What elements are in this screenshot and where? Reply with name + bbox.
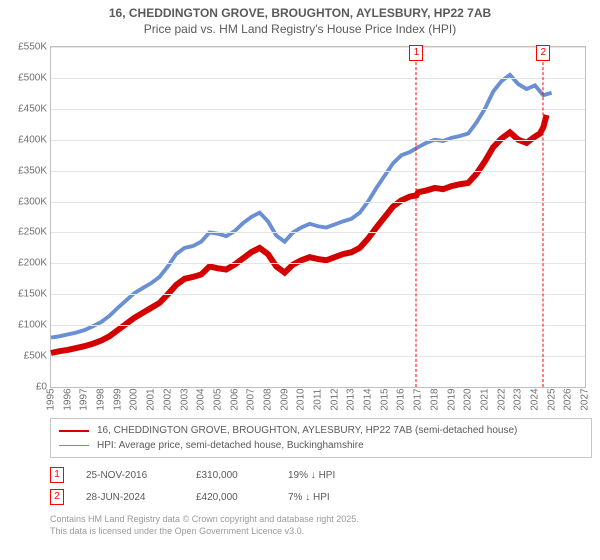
series-hpi — [51, 75, 552, 338]
y-axis-label: £450K — [11, 103, 47, 114]
marker-2: 2 — [536, 45, 550, 61]
x-axis-label: 2002 — [162, 388, 173, 410]
x-axis-label: 2022 — [496, 388, 507, 410]
legend-label: 16, CHEDDINGTON GROVE, BROUGHTON, AYLESB… — [97, 425, 517, 436]
gridline-h — [51, 294, 585, 295]
x-axis-label: 2014 — [363, 388, 374, 410]
x-axis-label: 2025 — [546, 388, 557, 410]
gridline-h — [51, 140, 585, 141]
x-axis-label: 2020 — [463, 388, 474, 410]
plot-area: £0£50K£100K£150K£200K£250K£300K£350K£400… — [50, 46, 586, 388]
attribution: Contains HM Land Registry data © Crown c… — [50, 514, 592, 537]
y-axis-label: £400K — [11, 134, 47, 145]
legend-swatch — [59, 445, 89, 446]
y-axis-label: £0 — [11, 382, 47, 393]
footnote-price: £420,000 — [196, 492, 266, 503]
gridline-h — [51, 325, 585, 326]
legend: 16, CHEDDINGTON GROVE, BROUGHTON, AYLESB… — [50, 418, 592, 458]
footnote-row: 2 28-JUN-2024 £420,000 7% ↓ HPI — [50, 486, 592, 508]
y-axis-label: £550K — [11, 42, 47, 53]
footnote-price: £310,000 — [196, 470, 266, 481]
legend-row: HPI: Average price, semi-detached house,… — [59, 438, 583, 453]
gridline-h — [51, 263, 585, 264]
attribution-line1: Contains HM Land Registry data © Crown c… — [50, 514, 592, 526]
gridline-h — [51, 109, 585, 110]
x-axis-label: 1997 — [79, 388, 90, 410]
x-axis-label: 1995 — [46, 388, 57, 410]
x-axis-label: 2000 — [129, 388, 140, 410]
chart-subtitle: Price paid vs. HM Land Registry's House … — [8, 22, 592, 36]
footnotes: 1 25-NOV-2016 £310,000 19% ↓ HPI 2 28-JUN-202… — [50, 464, 592, 508]
y-axis-label: £50K — [11, 351, 47, 362]
footnote-date: 25-NOV-2016 — [86, 470, 174, 481]
x-axis-label: 2024 — [529, 388, 540, 410]
footnote-delta: 19% ↓ HPI — [288, 470, 335, 481]
chart-title-address: 16, CHEDDINGTON GROVE, BROUGHTON, AYLESB… — [8, 6, 592, 20]
x-axis-label: 2027 — [580, 388, 591, 410]
y-axis-label: £250K — [11, 227, 47, 238]
chart-container: £0 £50K £100K £150K £200K £250K £300K £350K £400… — [8, 42, 592, 412]
x-axis-label: 2019 — [446, 388, 457, 410]
attribution-line2: This data is licensed under the Open Gov… — [50, 526, 592, 538]
x-axis-label: 2018 — [429, 388, 440, 410]
gridline-h — [51, 356, 585, 357]
x-axis-label: 2012 — [329, 388, 340, 410]
x-axis-label: 2007 — [246, 388, 257, 410]
x-axis-label: 2005 — [212, 388, 223, 410]
x-axis-label: 2011 — [313, 389, 324, 411]
x-axis-label: 2023 — [513, 388, 524, 410]
x-axis-label: 2026 — [563, 388, 574, 410]
legend-swatch — [59, 430, 89, 432]
x-axis-label: 2015 — [379, 388, 390, 410]
gridline-h — [51, 202, 585, 203]
series-price_paid — [51, 115, 547, 353]
footnote-date: 28-JUN-2024 — [86, 492, 174, 503]
y-axis-label: £500K — [11, 72, 47, 83]
x-axis-label: 2009 — [279, 388, 290, 410]
x-axis-label: 2013 — [346, 388, 357, 410]
footnote-delta: 7% ↓ HPI — [288, 492, 330, 503]
marker-line — [416, 47, 417, 387]
y-axis-label: £100K — [11, 320, 47, 331]
x-axis-label: 2001 — [146, 388, 157, 410]
footnote-marker: 2 — [50, 489, 64, 505]
x-axis-label: 2021 — [479, 388, 490, 410]
x-axis-label: 2003 — [179, 388, 190, 410]
gridline-h — [51, 47, 585, 48]
x-axis-label: 2017 — [413, 388, 424, 410]
gridline-h — [51, 171, 585, 172]
footnote-marker: 1 — [50, 467, 64, 483]
y-axis-label: £150K — [11, 289, 47, 300]
series-svg — [51, 47, 585, 387]
footnote-row: 1 25-NOV-2016 £310,000 19% ↓ HPI — [50, 464, 592, 486]
x-axis-label: 2016 — [396, 388, 407, 410]
gridline-h — [51, 232, 585, 233]
legend-label: HPI: Average price, semi-detached house,… — [97, 440, 364, 451]
marker-1: 1 — [409, 45, 423, 61]
x-axis-label: 1996 — [62, 388, 73, 410]
gridline-h — [51, 78, 585, 79]
x-axis-label: 2006 — [229, 388, 240, 410]
y-axis-label: £350K — [11, 165, 47, 176]
x-axis-label: 2004 — [196, 388, 207, 410]
x-axis-label: 2008 — [262, 388, 273, 410]
x-axis-label: 1998 — [96, 388, 107, 410]
legend-row: 16, CHEDDINGTON GROVE, BROUGHTON, AYLESB… — [59, 423, 583, 438]
x-axis-label: 1999 — [112, 388, 123, 410]
x-axis-label: 2010 — [296, 388, 307, 410]
marker-line — [543, 47, 544, 387]
y-axis-label: £300K — [11, 196, 47, 207]
chart-title-block: 16, CHEDDINGTON GROVE, BROUGHTON, AYLESB… — [0, 0, 600, 38]
y-axis-label: £200K — [11, 258, 47, 269]
